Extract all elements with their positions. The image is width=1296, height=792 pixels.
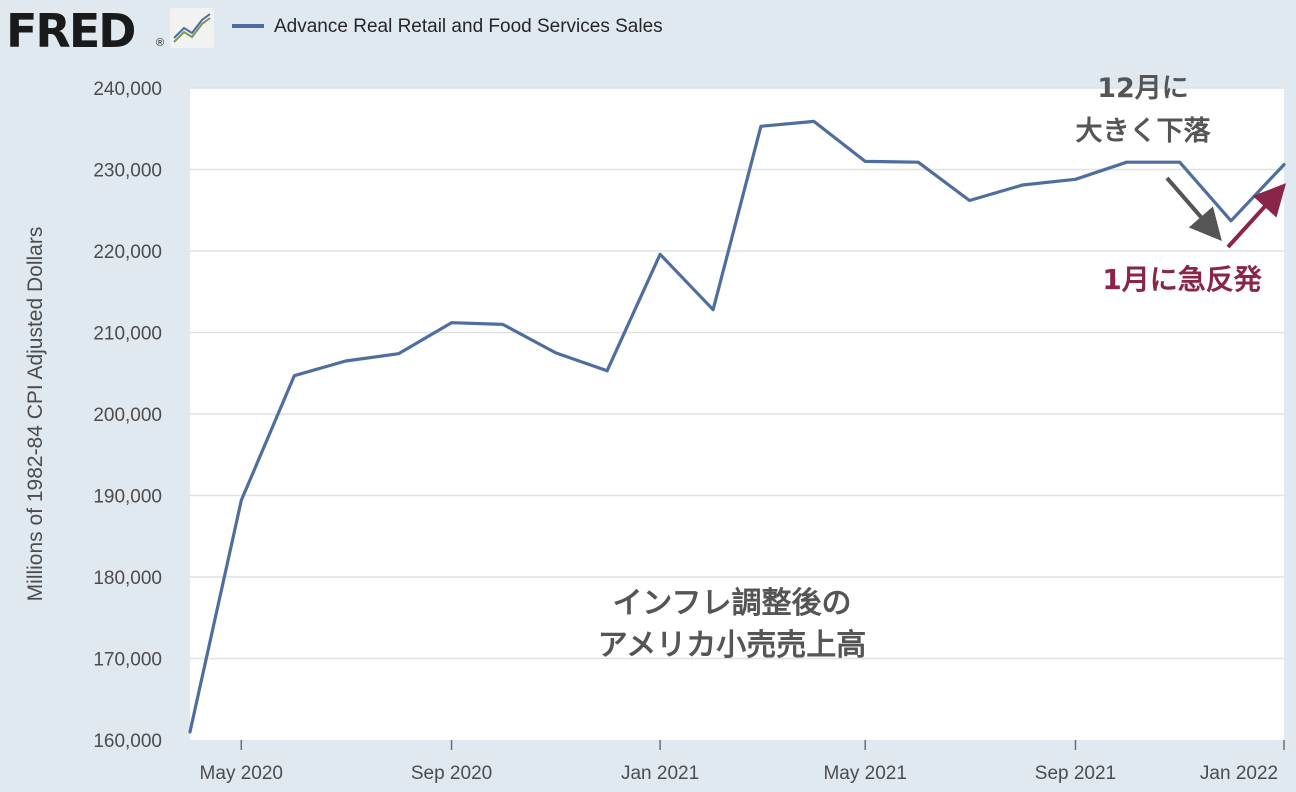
data-point[interactable] xyxy=(448,319,456,327)
y-axis-ticks: 160,000 170,000 180,000 190,000 200,000 210,0… xyxy=(93,79,162,752)
y-tick-label: 180,000 xyxy=(93,568,162,589)
data-point[interactable] xyxy=(290,372,298,380)
y-axis-label: Millions of 1982-84 CPI Adjusted Dollars xyxy=(24,227,47,602)
data-point[interactable] xyxy=(861,157,869,165)
legend-label: Advance Real Retail and Food Services Sa… xyxy=(274,16,663,37)
registered-mark: ® xyxy=(156,37,164,49)
fred-logo[interactable]: FRED ® xyxy=(6,4,214,58)
gridlines xyxy=(190,87,1284,660)
y-tick-label: 160,000 xyxy=(93,731,162,752)
down-arrow-icon xyxy=(1165,176,1222,242)
data-point[interactable] xyxy=(1071,175,1079,183)
data-point[interactable] xyxy=(1018,181,1026,189)
annotation-description-line2: アメリカ小売売上高 xyxy=(598,628,867,663)
x-tick-label: Jan 2021 xyxy=(621,763,699,784)
fred-logo-text: FRED xyxy=(6,4,134,58)
y-tick-label: 170,000 xyxy=(93,650,162,671)
data-point[interactable] xyxy=(395,350,403,358)
x-tick-label: Jan 2022 xyxy=(1200,763,1278,784)
annotation-january-rebound: 1月に急反発 xyxy=(1102,183,1287,296)
y-tick-label: 200,000 xyxy=(93,405,162,426)
data-point[interactable] xyxy=(810,117,818,125)
data-point[interactable] xyxy=(237,496,245,504)
y-tick-label: 220,000 xyxy=(93,242,162,263)
annotation-january-text: 1月に急反発 xyxy=(1102,263,1262,296)
series-group xyxy=(186,117,1288,736)
data-point[interactable] xyxy=(1176,158,1184,166)
data-point[interactable] xyxy=(656,250,664,258)
data-point[interactable] xyxy=(757,122,765,130)
annotation-chart-description: インフレ調整後の アメリカ小売売上高 xyxy=(598,586,867,663)
data-point[interactable] xyxy=(1280,161,1288,169)
data-point[interactable] xyxy=(552,349,560,357)
data-point[interactable] xyxy=(603,367,611,375)
x-tick-label: Sep 2020 xyxy=(411,763,492,784)
data-point[interactable] xyxy=(186,728,194,736)
up-arrow-icon xyxy=(1226,183,1287,249)
series-line[interactable] xyxy=(188,119,1286,734)
x-tick-label: May 2021 xyxy=(823,763,906,784)
data-point[interactable] xyxy=(499,320,507,328)
data-point[interactable] xyxy=(342,357,350,365)
x-tick-label: Sep 2021 xyxy=(1035,763,1116,784)
x-axis-ticks: May 2020 Sep 2020 Jan 2021 May 2021 Sep 2021… xyxy=(200,740,1285,784)
data-point[interactable] xyxy=(1123,158,1131,166)
x-tick-label: May 2020 xyxy=(200,763,283,784)
annotation-december-line2: 大きく下落 xyxy=(1076,116,1212,147)
y-tick-label: 240,000 xyxy=(93,79,162,100)
y-tick-label: 210,000 xyxy=(93,324,162,345)
data-point[interactable] xyxy=(965,196,973,204)
data-point[interactable] xyxy=(1227,217,1235,225)
data-point[interactable] xyxy=(709,306,717,314)
y-tick-label: 190,000 xyxy=(93,487,162,508)
annotation-description-line1: インフレ調整後の xyxy=(612,586,851,621)
y-tick-label: 230,000 xyxy=(93,161,162,182)
annotation-december-drop: 12月に 大きく下落 xyxy=(1076,73,1222,242)
annotation-december-line1: 12月に xyxy=(1097,73,1189,104)
data-point[interactable] xyxy=(914,158,922,166)
line-chart-icon xyxy=(170,8,214,48)
legend: Advance Real Retail and Food Services Sa… xyxy=(232,16,663,37)
